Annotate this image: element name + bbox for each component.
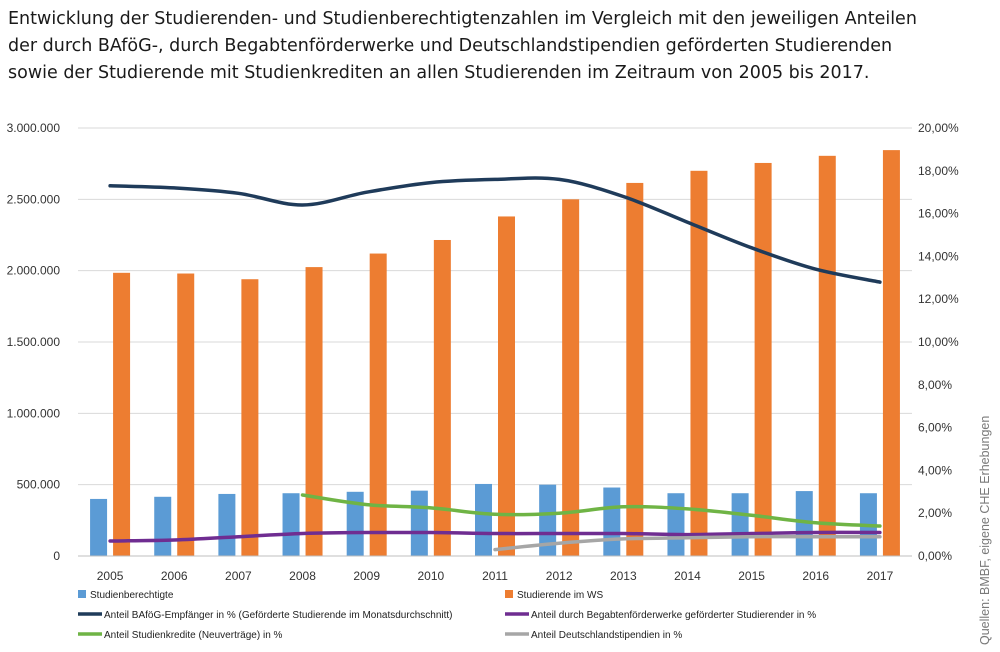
x-tick-label: 2005 <box>97 569 124 583</box>
bar-studienberechtigte <box>603 487 621 556</box>
line-series <box>108 176 882 552</box>
bar-studienberechtigte <box>346 491 364 556</box>
source-note: Quellen: BMBF, eigene CHE Erhebungen <box>978 415 992 645</box>
line-deutschlandstipendien <box>493 534 882 552</box>
y-right-tick-label: 18,00% <box>918 164 959 178</box>
bar-series <box>90 150 900 557</box>
y-right-tick-label: 10,00% <box>918 335 959 349</box>
bar-studierende <box>369 253 387 556</box>
bar-studienberechtigte <box>154 496 172 556</box>
y-right-tick-label: 16,00% <box>918 207 959 221</box>
x-tick-label: 2012 <box>546 569 573 583</box>
legend: Studienberechtigte Studierende im WS Antei… <box>78 590 816 641</box>
x-tick-label: 2016 <box>802 569 829 583</box>
y-left-tick-label: 3.000.000 <box>7 121 61 135</box>
title-line-2: der durch BAföG-, durch Begabtenförderwe… <box>8 36 893 56</box>
x-tick-label: 2008 <box>289 569 316 583</box>
x-tick-label: 2013 <box>610 569 637 583</box>
y-left-tick-label: 1.500.000 <box>7 335 61 349</box>
bar-studierende <box>690 170 708 557</box>
line-studienkredite <box>300 493 882 528</box>
bar-studienberechtigte <box>539 484 557 556</box>
bar-studierende <box>818 155 836 556</box>
bar-studierende <box>241 279 259 556</box>
x-tick-label: 2014 <box>674 569 701 583</box>
bar-studierende <box>433 239 451 556</box>
y-left-tick-label: 0 <box>53 549 60 563</box>
legend-label: Studienberechtigte <box>90 590 174 601</box>
y-right-tick-label: 0,00% <box>918 549 952 563</box>
line-bafoeg <box>108 176 882 284</box>
y-right-tick-label: 12,00% <box>918 292 959 306</box>
bar-studienberechtigte <box>410 490 428 556</box>
bar-studierende <box>305 267 323 556</box>
y-right-tick-label: 14,00% <box>918 249 959 263</box>
y-right-tick-label: 6,00% <box>918 421 952 435</box>
legend-label: Anteil BAföG-Empfänger in % (Geförderte … <box>104 610 453 621</box>
bar-studierende <box>498 216 515 556</box>
y-right-tick-label: 2,00% <box>918 506 952 520</box>
x-tick-label: 2007 <box>225 569 252 583</box>
bar-studienberechtigte <box>731 493 749 556</box>
x-tick-label: 2011 <box>482 569 508 583</box>
bar-studienberechtigte <box>667 493 685 556</box>
y-left-tick-label: 1.000.000 <box>7 406 61 420</box>
title-line-3: sowie der Studierende mit Studienkredite… <box>8 63 870 83</box>
legend-swatch <box>78 590 86 598</box>
legend-label: Studierende im WS <box>517 590 603 601</box>
x-tick-label: 2015 <box>738 569 765 583</box>
y-left-tick-label: 2.500.000 <box>7 192 61 206</box>
x-tick-label: 2010 <box>417 569 444 583</box>
gridlines <box>78 127 912 557</box>
bar-studienberechtigte <box>282 493 300 556</box>
y-right-tick-label: 20,00% <box>918 121 959 135</box>
bar-studierende <box>626 182 644 556</box>
y-left-tick-label: 2.000.000 <box>7 264 61 278</box>
x-tick-label: 2006 <box>161 569 188 583</box>
bar-studienberechtigte <box>218 493 236 556</box>
legend-label: Anteil Studienkredite (Neuverträge) in % <box>104 630 283 641</box>
bar-studierende <box>562 199 580 557</box>
legend-label: Anteil Deutschlandstipendien in % <box>531 630 682 641</box>
line-begabtenfoerderung <box>108 530 882 543</box>
bar-studienberechtigte <box>475 483 492 556</box>
y-right-tick-label: 4,00% <box>918 463 952 477</box>
y-left-tick-label: 500.000 <box>17 478 61 492</box>
legend-swatch <box>505 590 513 598</box>
bar-studierende <box>754 162 772 556</box>
bar-studienberechtigte <box>795 491 813 556</box>
x-tick-label: 2017 <box>867 569 894 583</box>
bar-studierende <box>177 273 195 556</box>
y-right-tick-label: 8,00% <box>918 378 952 392</box>
legend-label: Anteil durch Begabtenförderwerke geförde… <box>531 610 816 621</box>
bar-studierende <box>113 272 131 556</box>
chart-title: Entwicklung der Studierenden- und Studie… <box>8 6 983 87</box>
x-tick-label: 2009 <box>353 569 380 583</box>
title-line-1: Entwicklung der Studierenden- und Studie… <box>8 9 917 29</box>
bar-studierende <box>882 150 900 556</box>
axis-labels: 0 500.000 1.000.000 1.500.000 2.000.000 2.500… <box>7 121 959 583</box>
bar-studienberechtigte <box>90 498 108 556</box>
